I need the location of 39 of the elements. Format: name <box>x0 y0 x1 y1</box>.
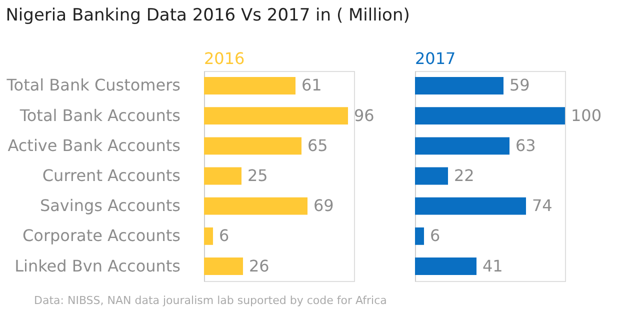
data-label: 65 <box>308 136 328 155</box>
data-label: 41 <box>482 256 503 276</box>
y-tick-label: Total Bank Accounts <box>18 106 180 125</box>
data-label: 6 <box>430 226 440 246</box>
y-tick-label: Total Bank Customers <box>6 76 180 95</box>
bar <box>204 167 242 185</box>
bar <box>204 197 308 215</box>
bar <box>204 137 302 155</box>
data-label: 74 <box>532 196 552 216</box>
data-label: 25 <box>248 166 268 185</box>
data-label: 59 <box>510 76 530 95</box>
data-label: 100 <box>571 106 602 125</box>
bar <box>415 227 424 245</box>
y-tick-label: Active Bank Accounts <box>8 136 180 155</box>
data-label: 96 <box>354 106 374 125</box>
bar <box>415 167 448 185</box>
bar <box>415 107 565 125</box>
series-label: 2016 <box>204 49 245 68</box>
y-tick-label: Linked Bvn Accounts <box>14 256 180 276</box>
bar <box>415 258 476 275</box>
bar <box>415 77 504 94</box>
bar <box>204 227 213 245</box>
bar <box>415 137 510 155</box>
data-label: 61 <box>302 76 322 95</box>
data-label: 63 <box>516 136 536 155</box>
data-label: 22 <box>454 166 474 185</box>
data-label: 69 <box>314 196 334 216</box>
text: Data: NIBSS, NAN data jouralism lab suported by code for Africa <box>34 294 387 307</box>
y-tick-label: Corporate Accounts <box>22 226 180 246</box>
chart-title: Nigeria Banking Data 2016 Vs 2017 in ( Million) <box>6 6 410 26</box>
bar <box>204 258 243 275</box>
y-tick-label: Savings Accounts <box>40 196 180 216</box>
bar <box>204 107 348 125</box>
data-label: 6 <box>219 226 230 246</box>
series-label: 2017 <box>415 49 456 68</box>
data-label: 26 <box>249 256 270 276</box>
y-tick-label: Current Accounts <box>42 166 180 185</box>
bar <box>415 197 526 215</box>
bar <box>204 77 296 94</box>
